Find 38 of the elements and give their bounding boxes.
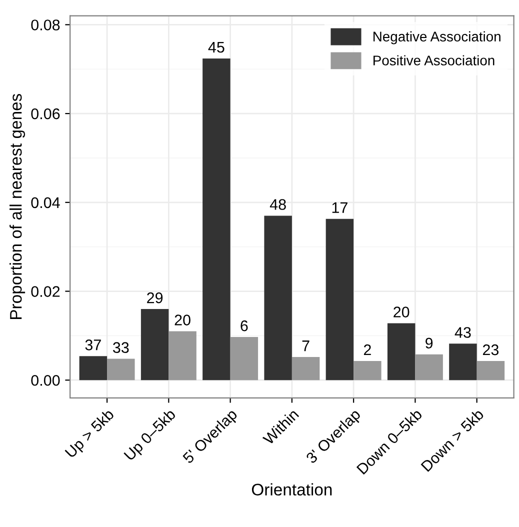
annotation: 17 [332, 202, 348, 213]
annotation: 6 [240, 320, 248, 332]
legend-label: Positive Association [374, 55, 494, 66]
annotation: 20 [174, 314, 190, 326]
x-tick-label: Up > 5kb [64, 408, 117, 460]
annotation: 48 [270, 199, 286, 210]
bar [168, 331, 196, 380]
y-axis-title: Proportion of all nearest genes [10, 94, 26, 319]
annotation: 2 [364, 344, 371, 356]
y-tick-label: 0.08 [31, 20, 60, 30]
bar [79, 356, 108, 380]
bar [449, 344, 477, 380]
bar [202, 58, 230, 380]
bar [230, 337, 258, 380]
y-tick-label: 0.04 [31, 197, 60, 208]
bar [107, 358, 135, 380]
bar [415, 354, 443, 380]
annotation: 29 [147, 292, 163, 304]
annotation: 45 [208, 42, 224, 53]
x-axis-title: Orientation [252, 483, 332, 496]
bar [476, 361, 505, 380]
legend-label: Negative Association [374, 31, 500, 44]
bar [264, 216, 292, 380]
bar [292, 357, 320, 380]
bar [140, 309, 169, 380]
annotation: 9 [426, 338, 433, 349]
bar [326, 218, 354, 380]
bar [354, 361, 382, 380]
annotation: 20 [394, 306, 410, 318]
y-tick-label: 0.02 [31, 286, 60, 297]
annotation: 7 [302, 340, 310, 352]
bar [387, 323, 416, 380]
y-tick-label: 0.00 [31, 374, 60, 386]
y-tick-label: 0.06 [31, 108, 60, 120]
annotation: 43 [454, 327, 471, 338]
annotation: 37 [85, 340, 101, 350]
annotation: 23 [482, 344, 499, 356]
annotation: 33 [112, 342, 129, 353]
